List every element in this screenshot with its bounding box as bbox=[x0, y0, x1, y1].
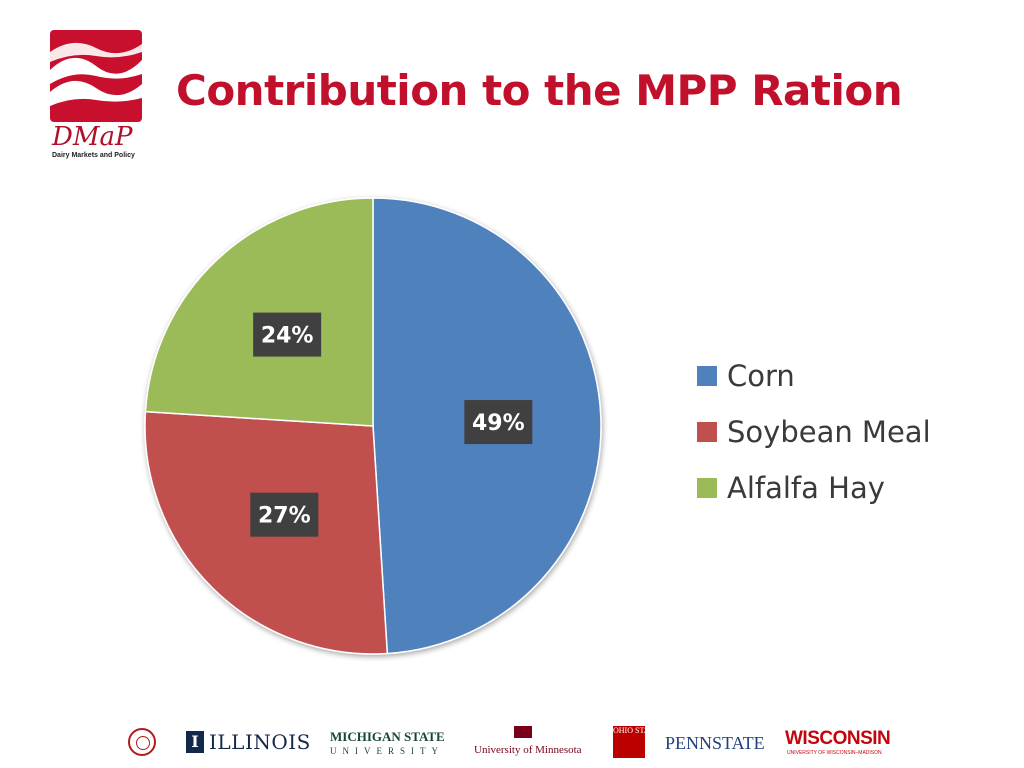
logo-tagline: Dairy Markets and Policy bbox=[52, 152, 135, 159]
penn-state-logo: PENNSTATE bbox=[665, 733, 765, 753]
wave-icon bbox=[50, 42, 142, 106]
university-logos-footer: I ILLINOIS MICHIGAN STATE UNIVERSITY Uni… bbox=[0, 722, 1024, 762]
data-label-alfalfa-hay: 24% bbox=[253, 312, 322, 357]
data-label-corn: 49% bbox=[464, 400, 533, 445]
legend-swatch bbox=[697, 478, 717, 498]
data-label-soybean-meal: 27% bbox=[250, 492, 319, 537]
dmap-logo-mark bbox=[50, 30, 142, 122]
data-label-text: 27% bbox=[258, 504, 311, 529]
minnesota-m-icon bbox=[514, 726, 532, 738]
legend-label: Soybean Meal bbox=[727, 415, 931, 449]
legend-label: Corn bbox=[727, 359, 795, 393]
legend-swatch bbox=[697, 422, 717, 442]
wisconsin-logo-sub: UNIVERSITY OF WISCONSIN–MADISON bbox=[787, 750, 882, 756]
logo-wordmark: DMaP bbox=[52, 122, 133, 152]
dmap-logo: DMaP Dairy Markets and Policy bbox=[50, 30, 145, 160]
data-label-text: 49% bbox=[472, 411, 525, 436]
legend-item-corn: Corn bbox=[697, 348, 931, 404]
illinois-logo: ILLINOIS bbox=[209, 730, 311, 754]
legend-item-alfalfa-hay: Alfalfa Hay bbox=[697, 460, 931, 516]
wisconsin-logo: WISCONSIN bbox=[785, 728, 891, 749]
cornell-seal-icon bbox=[128, 728, 156, 756]
legend-swatch bbox=[697, 366, 717, 386]
minnesota-logo: University of Minnesota bbox=[474, 744, 582, 756]
legend-item-soybean-meal: Soybean Meal bbox=[697, 404, 931, 460]
data-label-box bbox=[253, 312, 322, 357]
data-label-box bbox=[464, 400, 533, 445]
chart-legend: Corn Soybean Meal Alfalfa Hay bbox=[697, 348, 931, 516]
slice-alfalfa-hay bbox=[144, 197, 374, 427]
page-title: Contribution to the MPP Ration bbox=[176, 66, 903, 115]
michigan-state-logo-sub: UNIVERSITY bbox=[330, 746, 444, 756]
illinois-block-i-icon: I bbox=[186, 731, 204, 753]
data-label-text: 24% bbox=[261, 324, 314, 349]
legend-label: Alfalfa Hay bbox=[727, 471, 885, 505]
michigan-state-logo: MICHIGAN STATE bbox=[330, 729, 445, 744]
ohio-state-logo: OHIO STATE bbox=[613, 726, 658, 758]
data-label-box bbox=[250, 492, 319, 537]
